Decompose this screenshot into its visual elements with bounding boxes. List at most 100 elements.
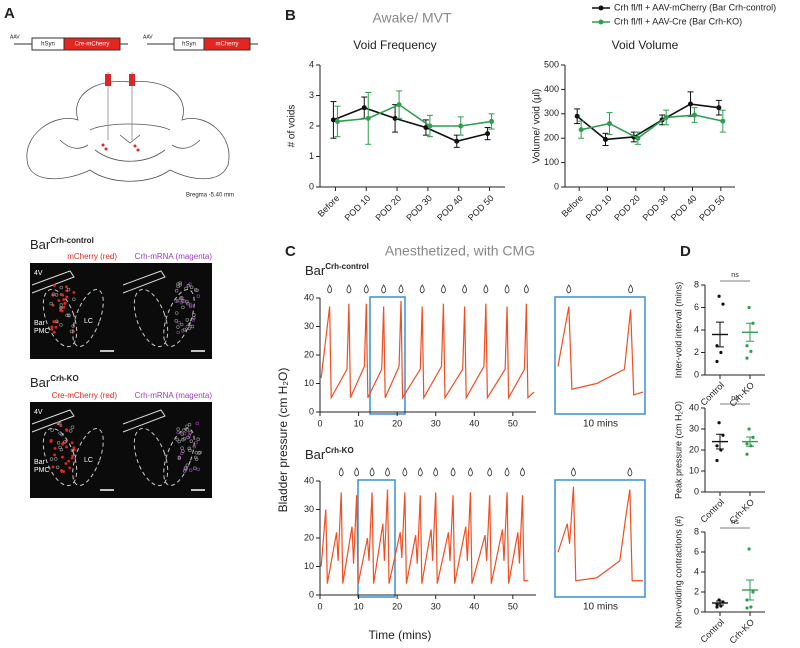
micrograph bbox=[121, 402, 212, 498]
construct: AAV hSyn mCherry bbox=[143, 34, 258, 51]
region-outline bbox=[72, 289, 104, 347]
data-point bbox=[396, 102, 402, 108]
cell bbox=[187, 326, 192, 331]
ventricle-outline bbox=[31, 409, 75, 433]
cell bbox=[187, 322, 192, 327]
cell bbox=[198, 450, 202, 455]
row-title-main: Bar bbox=[30, 237, 51, 252]
cell bbox=[66, 313, 71, 317]
chart-title-sup: Crh-KO bbox=[325, 446, 353, 455]
y-tick-label: 10 bbox=[689, 465, 699, 475]
cell bbox=[50, 327, 54, 331]
data-point bbox=[454, 138, 460, 144]
ventricle-outline bbox=[31, 270, 75, 294]
void-marker bbox=[433, 467, 439, 477]
cell bbox=[196, 437, 200, 441]
void-marker bbox=[487, 467, 493, 477]
cell bbox=[185, 318, 189, 322]
data-point bbox=[607, 121, 612, 127]
cell bbox=[67, 459, 71, 463]
cell bbox=[62, 298, 66, 301]
void-marker bbox=[627, 467, 633, 477]
x-tick-label: 40 bbox=[469, 418, 479, 428]
injection-dot bbox=[136, 148, 140, 152]
cell bbox=[68, 466, 72, 470]
cell bbox=[195, 421, 199, 426]
cell bbox=[56, 421, 60, 426]
cell bbox=[188, 303, 193, 307]
panel-label: D bbox=[680, 243, 691, 260]
void-marker bbox=[523, 284, 529, 294]
cell bbox=[53, 453, 56, 457]
x-tick-label: 40 bbox=[469, 601, 479, 611]
chart-title: Void Frequency bbox=[353, 38, 436, 52]
cell bbox=[70, 456, 74, 460]
data-point bbox=[715, 458, 719, 463]
cell bbox=[188, 431, 192, 435]
void-marker bbox=[338, 467, 344, 477]
ventricle-outline bbox=[122, 270, 166, 294]
micrograph bbox=[30, 263, 121, 359]
y-tick-label: 10 bbox=[304, 561, 314, 571]
error-bar bbox=[746, 322, 754, 342]
data-point bbox=[745, 606, 749, 610]
syringe-barrel bbox=[129, 74, 135, 86]
data-point bbox=[427, 123, 433, 129]
region-outline bbox=[163, 289, 195, 347]
cell bbox=[177, 439, 181, 444]
y-tick-label: 2 bbox=[694, 347, 699, 357]
y-tick-label: 0 bbox=[309, 589, 314, 599]
significance-label: ns bbox=[731, 395, 739, 402]
stain-label: mCherry (red) bbox=[67, 252, 117, 261]
void-marker bbox=[398, 284, 404, 294]
bregma-label: Bregma -5.40 mm bbox=[186, 193, 234, 199]
region-outline bbox=[42, 427, 78, 487]
highlight-box bbox=[554, 296, 646, 415]
cell bbox=[50, 325, 54, 329]
data-point bbox=[489, 118, 495, 124]
region-label: LC bbox=[84, 457, 93, 464]
cell bbox=[58, 421, 62, 426]
series-line bbox=[576, 103, 719, 141]
significance-label: ns bbox=[731, 272, 739, 279]
cell bbox=[185, 424, 189, 429]
cell bbox=[189, 285, 194, 290]
cell bbox=[53, 284, 56, 287]
x-tick-label: 0 bbox=[317, 601, 322, 611]
region-label: PMC bbox=[34, 328, 50, 335]
significance-label: ns bbox=[731, 519, 739, 526]
cell bbox=[54, 293, 59, 297]
cell bbox=[186, 302, 190, 306]
x-tick-label: 0 bbox=[317, 418, 322, 428]
cell bbox=[65, 295, 69, 299]
void-marker bbox=[462, 284, 468, 294]
cell bbox=[175, 311, 179, 315]
void-marker bbox=[628, 284, 634, 294]
cell bbox=[177, 320, 181, 325]
data-point bbox=[751, 590, 755, 594]
cell bbox=[64, 462, 68, 465]
data-point bbox=[663, 114, 669, 120]
cell bbox=[65, 429, 69, 432]
y-tick-label: 20 bbox=[304, 349, 314, 359]
legend-label: Crh fl/fl + AAV-Cre (Bar Crh-KO) bbox=[614, 16, 742, 26]
chart-title: BarCrh-control bbox=[305, 262, 369, 278]
stain-label: Cre-mCherry (red) bbox=[52, 391, 118, 400]
panel-label: B bbox=[285, 7, 296, 24]
data-point bbox=[423, 125, 429, 131]
cell bbox=[63, 440, 67, 444]
data-point bbox=[749, 349, 753, 353]
y-tick-label: 40 bbox=[304, 292, 314, 302]
x-tick-label: POD 50 bbox=[697, 193, 727, 223]
region-label: Bar bbox=[34, 459, 46, 466]
cell bbox=[60, 293, 64, 297]
construct: AAV hSyn Cre-mCherry bbox=[10, 34, 128, 51]
data-point bbox=[719, 350, 723, 355]
x-tick-label: 30 bbox=[431, 418, 441, 428]
void-marker bbox=[504, 467, 510, 477]
cell bbox=[65, 313, 69, 318]
highlight-box bbox=[357, 479, 396, 598]
cell bbox=[187, 422, 192, 427]
cell bbox=[185, 463, 189, 467]
